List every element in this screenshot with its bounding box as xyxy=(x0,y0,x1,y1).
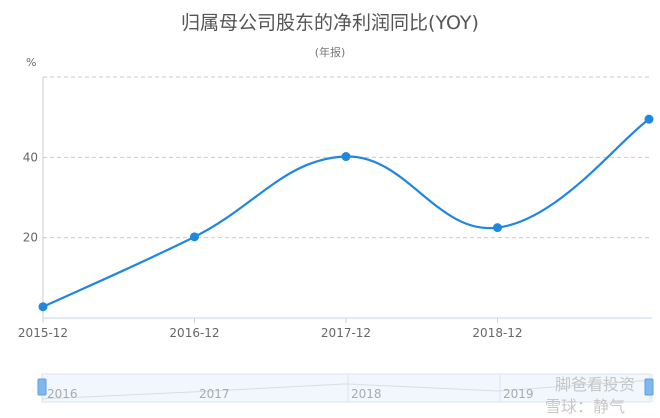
data-point xyxy=(190,232,199,242)
chart-title: 归属母公司股东的净利润同比(YOY) xyxy=(181,12,479,34)
data-point xyxy=(644,114,654,124)
zoom-slider-label: 2019 xyxy=(503,387,534,401)
data-point xyxy=(38,302,48,312)
zoom-slider[interactable] xyxy=(41,373,651,403)
zoom-slider-label: 2017 xyxy=(199,387,230,401)
zoom-slider-label: 2018 xyxy=(351,387,382,401)
zoom-slider-handle[interactable] xyxy=(644,378,654,396)
series-line xyxy=(42,118,650,308)
y-tick-label: 20 xyxy=(23,231,38,245)
zoom-slider-label: 2016 xyxy=(47,387,78,401)
x-tick-label: 2016-12 xyxy=(169,326,219,340)
watermark-text: 雪球：静气 xyxy=(545,397,625,416)
y-axis-unit: % xyxy=(26,56,37,69)
data-point xyxy=(341,152,351,162)
x-tick-label: 2015-12 xyxy=(18,326,68,340)
zoom-slider-preview-line xyxy=(41,379,651,400)
chart-subtitle: (年报) xyxy=(314,46,346,59)
x-tick-label: 2018-12 xyxy=(472,326,522,340)
y-tick-label: 40 xyxy=(23,150,38,164)
watermark-text: 脚爸看投资 xyxy=(555,375,635,394)
zoom-slider-handle[interactable] xyxy=(37,378,47,396)
data-point xyxy=(493,223,502,233)
x-tick-label: 2017-12 xyxy=(321,326,371,340)
